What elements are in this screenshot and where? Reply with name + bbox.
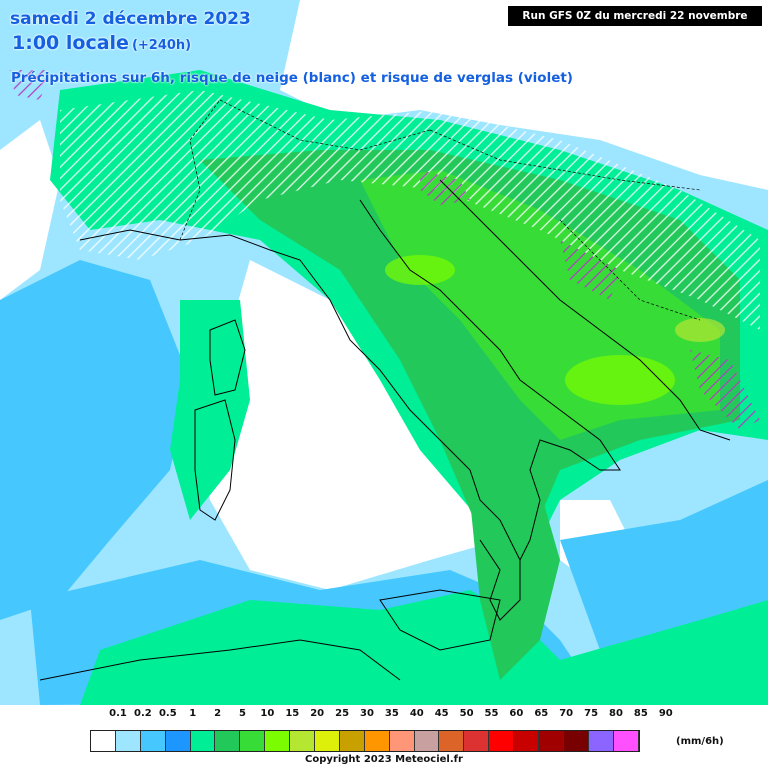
- legend-swatch: [514, 731, 540, 751]
- freezing-rain-hatch-3: [690, 350, 760, 430]
- legend-swatch: [539, 731, 564, 751]
- legend-swatch: [115, 731, 141, 751]
- legend-swatches: [90, 730, 640, 752]
- map-subtitle: Précipitations sur 6h, risque de neige (…: [11, 70, 573, 86]
- legend-tick-label: 40: [409, 708, 424, 719]
- legend-swatch: [489, 731, 515, 751]
- legend-tick-label: 90: [658, 708, 673, 719]
- legend-tick-label: 25: [335, 708, 350, 719]
- legend-swatch: [265, 731, 291, 751]
- legend-swatch: [563, 731, 589, 751]
- legend-tick-label: 20: [310, 708, 325, 719]
- legend-tick-label: 1: [189, 708, 197, 719]
- snow-risk-hatch: [60, 90, 760, 330]
- legend-swatch: [414, 731, 440, 751]
- legend-swatch: [389, 731, 415, 751]
- freezing-rain-hatch-2: [560, 240, 620, 300]
- legend-swatch: [190, 731, 216, 751]
- corsica: [209, 319, 246, 396]
- legend-tick-label: 55: [484, 708, 499, 719]
- legend-tick-label: 65: [534, 708, 549, 719]
- country-borders: [179, 99, 701, 321]
- legend-tick-label: 50: [459, 708, 474, 719]
- legend-swatch: [91, 731, 116, 751]
- coastlines: [39, 179, 731, 681]
- legend-tick-label: 60: [509, 708, 524, 719]
- forecast-time-label: 1:00 locale: [12, 32, 129, 54]
- copyright: Copyright 2023 Meteociel.fr: [305, 754, 463, 765]
- border-balkans-1: [429, 129, 701, 191]
- band-cyan-south: [80, 590, 768, 705]
- legend-tick-label: 5: [239, 708, 246, 719]
- dry-area-west: [0, 120, 60, 300]
- run-info-box: Run GFS 0Z du mercredi 22 novembre 2023: [508, 6, 762, 42]
- legend-tick-label: 0.2: [134, 708, 152, 719]
- border-france-italy: [179, 99, 221, 241]
- legend-swatch: [215, 731, 241, 751]
- legend-tick-label: 0.5: [158, 708, 177, 719]
- legend-tick-label: 75: [584, 708, 599, 719]
- forecast-date: samedi 2 décembre 2023: [10, 9, 251, 29]
- dry-area-east: [280, 0, 768, 190]
- freezing-rain-hatch-1: [420, 170, 470, 205]
- legend-swatch: [140, 731, 166, 751]
- band-blue-1: [0, 260, 190, 620]
- italy-coast-west: [179, 234, 521, 621]
- legend-tick-label: 2: [214, 708, 222, 719]
- legend-tick-label: 70: [559, 708, 574, 719]
- forecast-time: 1:00 locale (+240h): [12, 32, 191, 54]
- band-yellowgreen-east: [675, 318, 725, 342]
- freezing-rain-hatch-4: [10, 70, 50, 100]
- dry-area-tyrrhenian: [200, 260, 500, 590]
- lead-time: (+240h): [131, 38, 192, 53]
- sardinia: [194, 399, 236, 521]
- legend-tick-label: 30: [360, 708, 374, 719]
- legend-swatch: [613, 731, 639, 751]
- legend-tick-label: 10: [260, 708, 275, 719]
- legend-swatch: [240, 731, 266, 751]
- band-cyan-sardinia: [170, 300, 250, 520]
- legend-unit: (mm/6h): [676, 736, 724, 747]
- band-green-calabria: [470, 490, 560, 680]
- color-legend: 0.1 0.2 0.5 1 2 5 10 15 20 25 30 35 40 45 50 55 60 65 70 75…: [0, 708, 768, 768]
- france-coast: [79, 229, 181, 241]
- legend-swatch: [364, 731, 390, 751]
- legend-tick-label: 80: [609, 708, 623, 719]
- band-yellowgreen-north: [385, 255, 455, 285]
- legend-swatch: [464, 731, 490, 751]
- legend-swatch: [439, 731, 465, 751]
- legend-tick-label: 45: [434, 708, 449, 719]
- legend-swatch: [290, 731, 316, 751]
- legend-tick-label: 85: [633, 708, 648, 719]
- legend-tick-label: 15: [285, 708, 300, 719]
- legend-tick-label: 0.1: [109, 708, 127, 719]
- legend-swatch: [339, 731, 365, 751]
- border-alps: [219, 99, 431, 151]
- legend-tick-label: 35: [384, 708, 399, 719]
- balkan-coast: [439, 179, 731, 441]
- legend-swatch: [165, 731, 191, 751]
- legend-swatch: [315, 731, 340, 751]
- africa-coast: [39, 639, 401, 681]
- italy-coast-east: [359, 199, 621, 561]
- band-yellowgreen-adriatic: [565, 355, 675, 405]
- legend-swatch: [588, 731, 614, 751]
- sicily: [379, 589, 501, 651]
